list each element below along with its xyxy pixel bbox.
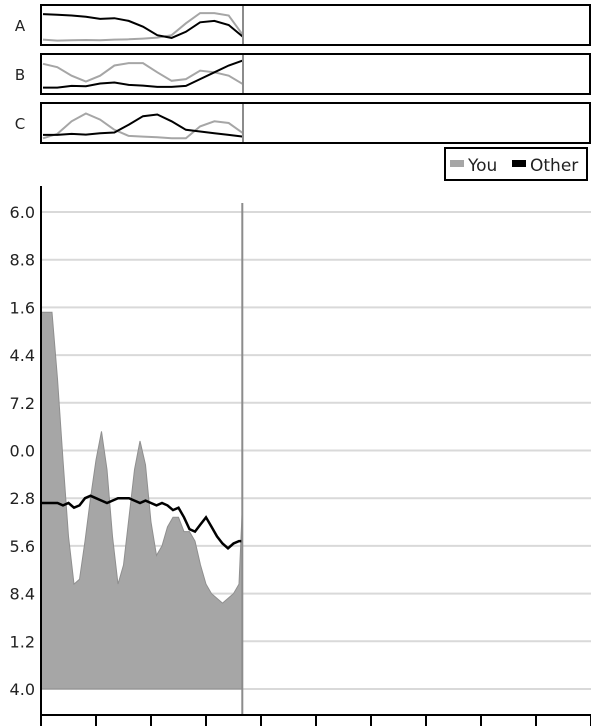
y-tick-label: 8.8 (10, 251, 35, 270)
overview-you-line (42, 112, 244, 140)
y-tick-label: 2.8 (10, 489, 35, 508)
legend-swatch-other (512, 160, 526, 167)
legend-label-other: Other (530, 156, 578, 176)
y-tick-label: 5.6 (10, 537, 35, 556)
y-tick-label: 4.0 (10, 680, 35, 699)
legend-swatch-you (450, 160, 464, 167)
overview-other-line (43, 59, 244, 89)
series-you-area (40, 311, 243, 690)
legend-label-you: You (467, 156, 497, 176)
overview-row-label: B (15, 66, 25, 84)
y-tick-label: 4.4 (10, 346, 35, 365)
y-tick-label: 8.4 (10, 585, 35, 604)
overview-row-label: C (15, 115, 25, 133)
y-tick-label: 1.2 (10, 632, 35, 651)
overview-you-line (42, 62, 244, 86)
overview-strip-c[interactable] (40, 102, 591, 144)
overview-other-line (42, 13, 244, 39)
overview-you-line (42, 12, 244, 42)
y-tick-label: 1.6 (10, 298, 35, 317)
overview-strip-b[interactable] (40, 53, 591, 95)
series-other-line (41, 494, 243, 550)
y-tick-label: 6.0 (10, 203, 35, 222)
y-tick-label: 0.0 (10, 442, 35, 461)
overview-other-line (43, 113, 244, 138)
y-tick-label: 7.2 (10, 394, 35, 413)
overview-row-label: A (15, 17, 26, 35)
